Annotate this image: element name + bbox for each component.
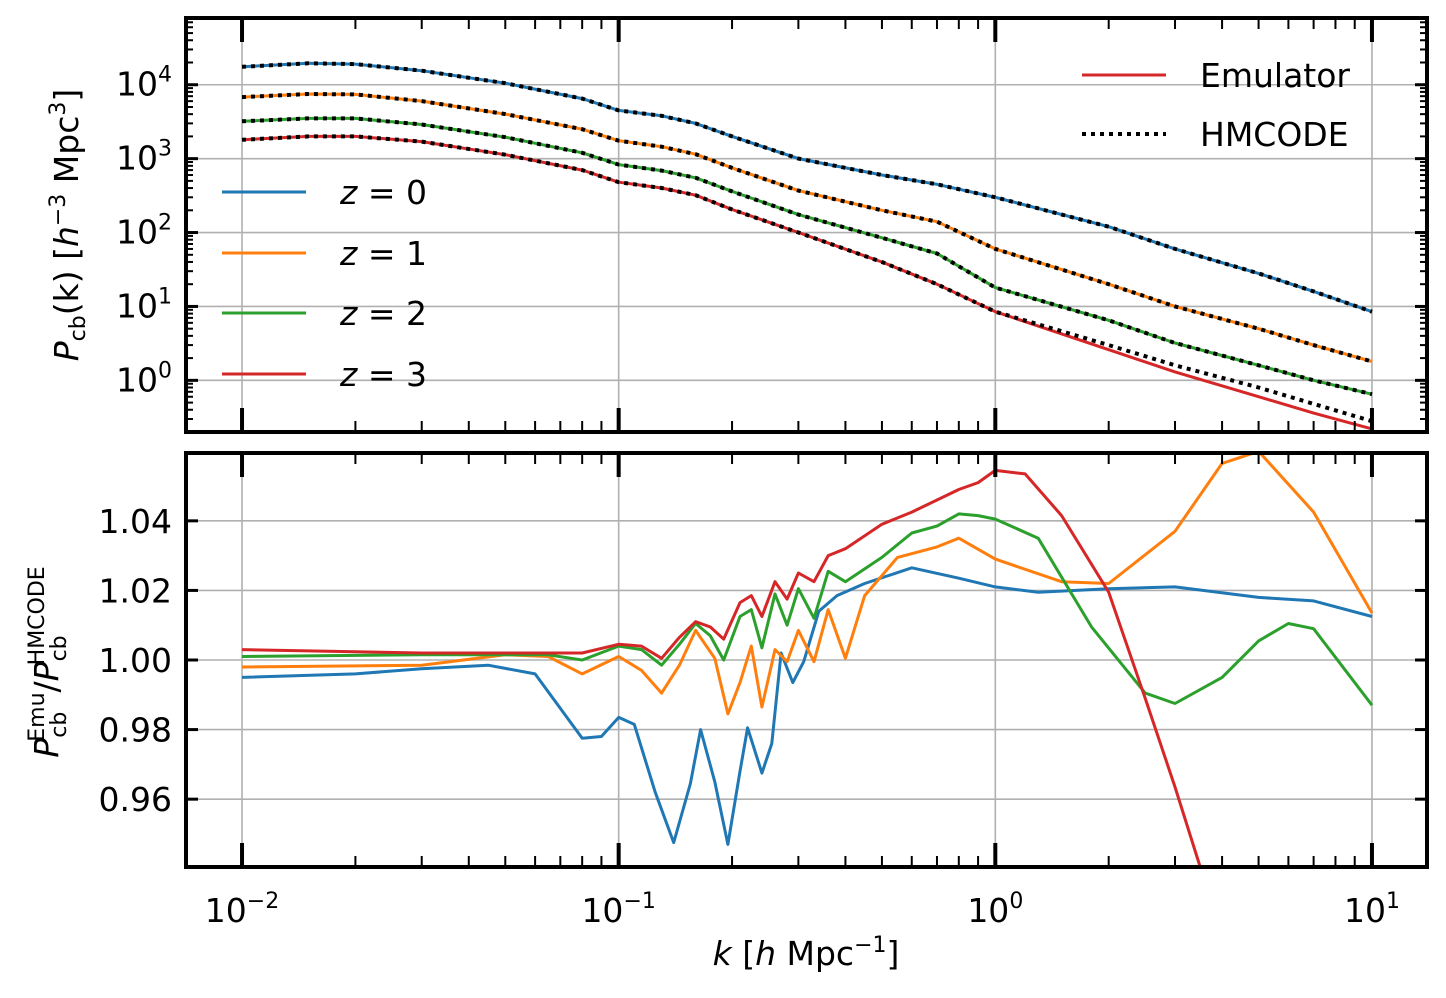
bottom-xlabel: k [h Mpc−1] [713, 933, 900, 973]
bottom-xtick-label: 10−1 [581, 889, 655, 930]
bottom-panel-frame [184, 451, 1429, 869]
bottom-panel-series [241, 453, 1374, 867]
top-panel-frame [184, 16, 1429, 434]
legend-style: Emulator HMCODE [1082, 56, 1350, 154]
top-panel-series [241, 61, 1373, 431]
bottom-ytick-label: 0.96 [99, 780, 172, 819]
top-hmcode-line-z3 [241, 134, 1373, 424]
top-ytick-label: 102 [116, 211, 172, 252]
top-ytick-label: 101 [116, 284, 172, 325]
top-panel-ytick-labels: 100 101 102 103 104 [116, 63, 172, 400]
top-ytick-label: 103 [116, 137, 172, 178]
bottom-panel-ytick-labels: 0.96 0.98 1.00 1.02 1.04 [99, 502, 172, 819]
bottom-xtick-label: 101 [1344, 889, 1400, 930]
legend-z2-label: z = 2 [339, 294, 427, 333]
bottom-panel-grid [186, 453, 1427, 867]
legend-hmcode-label: HMCODE [1200, 115, 1349, 154]
top-ylabel-mpc: Mpc [47, 116, 86, 194]
top-hmcode-line-z1 [241, 91, 1373, 364]
bottom-panel-xtick-labels: 10−2 10−1 100 101 [205, 889, 1400, 930]
bottom-ylabel: PcbEmu/PcbHMCODE [25, 566, 72, 757]
legend-z1-label: z = 1 [339, 234, 427, 273]
top-hmcode-line-z2 [241, 116, 1373, 397]
bottom-xtick-label: 10−2 [205, 889, 279, 930]
top-hmcode-line-z0 [241, 61, 1373, 314]
top-ylabel: Pcb(k) [h−3 Mpc3] [46, 89, 91, 362]
bottom-ytick-label: 1.02 [99, 571, 172, 610]
bottom-ytick-label: 1.00 [99, 641, 172, 680]
top-ylabel-sup1: −3 [46, 194, 71, 226]
legend-redshift: z = 0 z = 1 z = 2 z = 3 [222, 173, 427, 394]
top-panel-grid [186, 18, 1427, 432]
bottom-xtick-label: 100 [967, 889, 1023, 930]
top-ytick-label: 104 [116, 63, 172, 104]
top-ylabel-close: ] [47, 89, 86, 102]
top-ylabel-sup2: 3 [46, 102, 71, 116]
bottom-ratio-line-z0 [241, 566, 1373, 846]
bottom-ytick-label: 0.98 [99, 711, 172, 750]
legend-z3-label: z = 3 [339, 355, 427, 394]
bottom-ratio-line-z3 [241, 468, 1202, 867]
bottom-ratio-line-z2 [241, 512, 1374, 707]
legend-emulator-label: Emulator [1200, 56, 1350, 95]
top-ylabel-rest: (k) [ [47, 247, 86, 315]
legend-z0-label: z = 0 [339, 173, 427, 212]
top-ylabel-main: P [47, 341, 86, 361]
top-ylabel-sub: cb [66, 315, 91, 341]
top-ytick-label: 100 [116, 358, 172, 399]
bottom-ytick-label: 1.04 [99, 502, 172, 541]
bottom-ratio-line-z1 [241, 453, 1374, 716]
top-ylabel-h: h [47, 226, 86, 247]
